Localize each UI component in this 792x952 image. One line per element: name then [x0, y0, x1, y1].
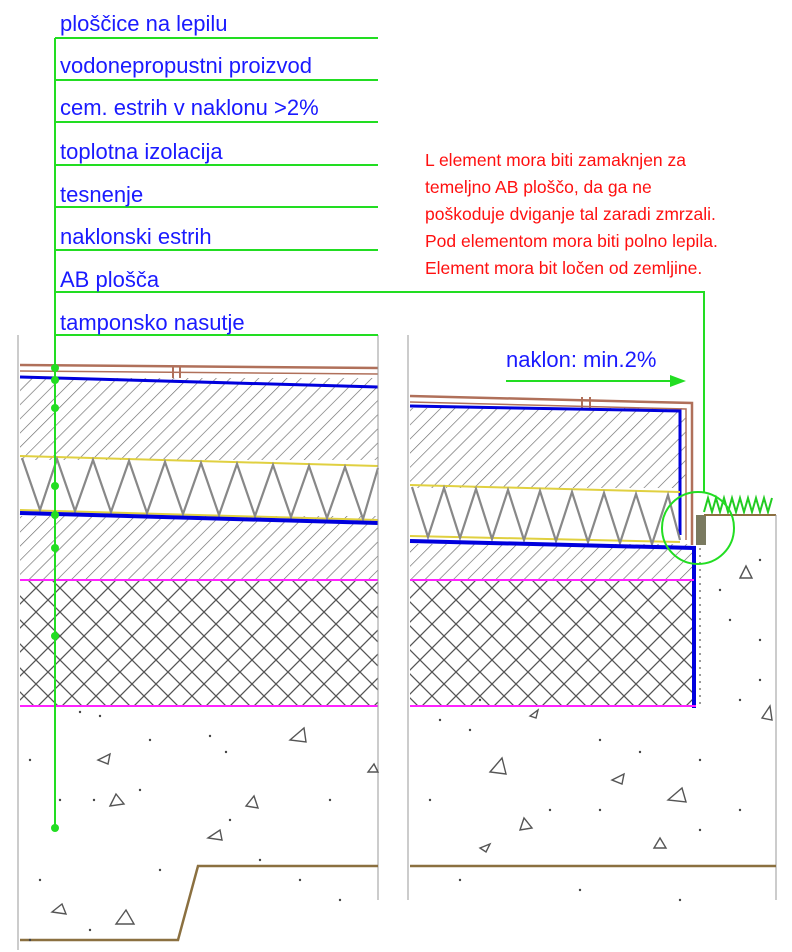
ab-plosca-hatch-right	[410, 408, 686, 488]
insulation-zigzag-left	[20, 455, 380, 523]
tamponsko-crosshatch-left	[20, 580, 378, 706]
label-tamponsko: tamponsko nasutje	[60, 310, 245, 335]
label-toplotna-izolacija: toplotna izolacija	[60, 139, 223, 164]
insulation-bottom-right	[409, 535, 681, 543]
slope-arrow-head	[670, 375, 686, 387]
red-note: L element mora biti zamaknjen za temeljn…	[425, 150, 718, 278]
tile-line-left-2	[19, 370, 379, 375]
insulation-top-left	[19, 455, 379, 467]
leader-dots	[51, 364, 59, 832]
gravel-dots	[28, 558, 762, 942]
slope-label: naklon: min.2%	[506, 347, 656, 372]
naklonski-estrih-hatch-left	[20, 516, 378, 580]
note-line-1: L element mora biti zamaknjen za	[425, 150, 686, 170]
label-ploscice: ploščice na lepilu	[60, 11, 228, 36]
slope-indicator: naklon: min.2%	[506, 347, 686, 387]
label-tesnenje: tesnenje	[60, 182, 143, 207]
note-line-5: Element mora bit ločen od zemljine.	[425, 258, 702, 278]
label-naklonski-estrih: naklonski estrih	[60, 224, 212, 249]
right-section	[407, 335, 777, 900]
grass-zigzag	[703, 494, 773, 516]
note-line-4: Pod elementom mora biti polno lepila.	[425, 231, 718, 251]
tesnenje-right	[409, 539, 696, 708]
tile-line-right-2	[409, 401, 687, 540]
label-ab-plosca: AB plošča	[60, 267, 160, 292]
ground-line-left	[20, 864, 378, 942]
insulation-zigzag-right	[410, 484, 682, 548]
tile-line-right	[409, 394, 694, 545]
tile-line-left	[19, 363, 379, 370]
tesnenje-left	[19, 511, 379, 525]
detail-circle	[661, 491, 735, 565]
label-cem-estrih: cem. estrih v naklonu >2%	[60, 95, 319, 120]
ab-plosca-hatch-left	[20, 378, 378, 460]
waterproofing-left	[19, 375, 379, 389]
naklonski-estrih-hatch-right	[410, 544, 694, 580]
l-element-foot	[696, 515, 706, 545]
label-vodonepropustni: vodonepropustni proizvod	[60, 53, 312, 78]
insulation-top-right	[409, 484, 681, 493]
insulation-bottom-left	[19, 509, 379, 521]
leader-lines	[54, 37, 705, 828]
layer-labels: ploščice na lepilu vodonepropustni proiz…	[60, 11, 319, 335]
gravel-symbols	[50, 564, 773, 925]
tamponsko-crosshatch-right	[410, 580, 694, 706]
waterproofing-right	[409, 404, 682, 535]
left-section	[17, 335, 380, 950]
note-line-3: poškoduje dviganje tal zaradi zmrzali.	[425, 204, 716, 224]
note-line-2: temeljno AB ploščo, da ga ne	[425, 177, 652, 197]
